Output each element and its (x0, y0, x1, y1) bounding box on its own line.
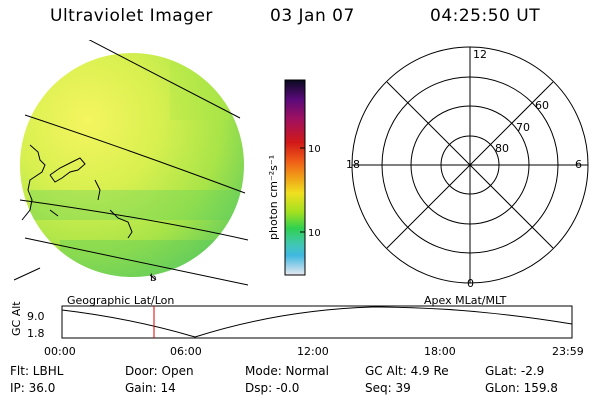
strip-xtick-1200: 12:00 (297, 345, 329, 358)
colorbar-unit-label: photon cm⁻²s⁻¹ (267, 155, 280, 240)
mlt-label-12: 12 (473, 48, 487, 61)
mlt-axis-diag-2 (386, 81, 554, 249)
info-gain: Gain: 14 (125, 381, 176, 395)
altitude-strip: Geographic Lat/Lon Apex MLat/MLT GC Alt … (10, 294, 584, 358)
altitude-curve (61, 306, 573, 338)
info-mode: Mode: Normal (245, 364, 329, 378)
strip-xtick-1800: 18:00 (424, 345, 456, 358)
strip-xtick-0000: 00:00 (44, 345, 76, 358)
date-label: 03 Jan 07 (270, 6, 355, 26)
earth-disk (20, 53, 244, 277)
info-dsp: Dsp: -0.0 (245, 381, 300, 395)
mlt-label-18: 18 (346, 158, 360, 171)
lat-label-70: 70 (516, 121, 530, 134)
mlt-label-0: 0 (467, 277, 474, 290)
strip-ytick-9: 9.0 (27, 310, 45, 323)
graticule-lines (19, 40, 249, 286)
colorbar-tick-10: 10 (308, 228, 320, 239)
info-glat: GLat: -2.9 (485, 364, 545, 378)
lat-label-60: 60 (535, 99, 549, 112)
info-door: Door: Open (125, 364, 194, 378)
info-flt: Flt: LBHL (10, 364, 64, 378)
window-title: Ultraviolet Imager (50, 6, 213, 26)
strip-xtick-2359: 23:59 (552, 345, 584, 358)
strip-frame (61, 305, 573, 339)
lat-label-80: 80 (495, 142, 509, 155)
coastline (13, 144, 157, 281)
colorbar-tick-100: 100 (308, 144, 320, 155)
mlt-label-6: 6 (575, 158, 582, 171)
time-label: 04:25:50 UT (430, 6, 541, 26)
uv-image-panel: b (13, 40, 249, 286)
strip-title-left: Geographic Lat/Lon (67, 294, 174, 307)
strip-xtick-0600: 06:00 (170, 345, 202, 358)
colorbar-gradient (284, 79, 306, 276)
strip-title-right: Apex MLat/MLT (424, 294, 507, 307)
info-gcalt: GC Alt: 4.9 Re (365, 364, 449, 378)
info-seq: Seq: 39 (365, 381, 411, 395)
info-ip: IP: 36.0 (10, 381, 56, 395)
image-glyph: b (150, 273, 156, 284)
strip-ytick-1-8: 1.8 (27, 327, 45, 340)
info-glon: GLon: 159.8 (485, 381, 558, 395)
strip-axis-label: GC Alt (10, 301, 23, 336)
polar-grid-plot: 12 18 6 0 60 70 80 (346, 46, 589, 290)
colorbar: 100 10 photon cm⁻²s⁻¹ (267, 79, 320, 276)
